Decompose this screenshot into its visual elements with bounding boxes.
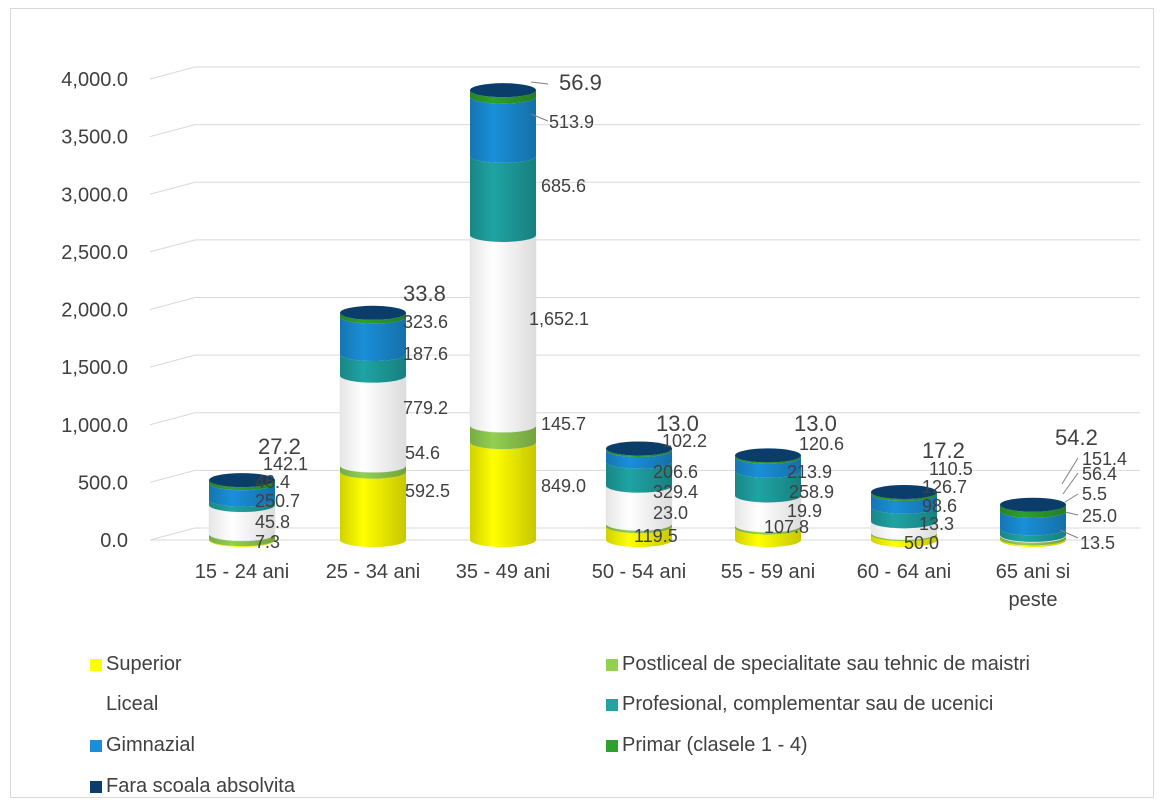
data-label: 685.6 <box>541 176 586 196</box>
data-label: 779.2 <box>403 398 448 418</box>
data-label: 23.0 <box>653 503 688 523</box>
data-label: 54.6 <box>405 443 440 463</box>
gridline-diagonal <box>150 240 195 252</box>
y-tick-label: 3,000.0 <box>61 184 128 206</box>
bar-top-cap <box>1000 498 1066 512</box>
data-label: 25.0 <box>1082 506 1117 526</box>
bar-segment <box>470 235 536 432</box>
data-label: 5.5 <box>1082 484 1107 504</box>
data-label: 56.9 <box>559 70 602 95</box>
leader-line <box>1065 494 1078 502</box>
data-label: 151.4 <box>1082 449 1127 469</box>
gridline-diagonal <box>150 355 195 367</box>
data-label: 849.0 <box>541 476 586 496</box>
data-label: 592.5 <box>405 481 450 501</box>
data-label: 19.9 <box>787 501 822 521</box>
gridline-diagonal <box>150 528 195 540</box>
data-label: 13.5 <box>1080 533 1115 553</box>
data-label: 206.6 <box>653 462 698 482</box>
leader-line <box>1065 512 1078 515</box>
x-tick-label: 60 - 64 ani <box>857 561 952 583</box>
y-tick-label: 1,000.0 <box>61 415 128 437</box>
data-label: 46.4 <box>255 472 290 492</box>
data-label: 45.8 <box>255 512 290 532</box>
x-tick-label: peste <box>1009 589 1058 611</box>
y-tick-label: 2,500.0 <box>61 242 128 264</box>
data-label: 126.7 <box>922 477 967 497</box>
data-label: 33.8 <box>403 281 446 306</box>
x-tick-label: 50 - 54 ani <box>592 561 687 583</box>
data-label: 323.6 <box>403 312 448 332</box>
bar-segment <box>340 376 406 473</box>
gridline-diagonal <box>150 470 195 482</box>
data-label: 329.4 <box>653 482 698 502</box>
data-label: 250.7 <box>255 491 300 511</box>
gridline-diagonal <box>150 182 195 194</box>
bar-top-cap <box>470 83 536 97</box>
y-tick-label: 1,500.0 <box>61 357 128 379</box>
leader-line <box>531 82 548 84</box>
y-tick-label: 3,500.0 <box>61 127 128 149</box>
data-label: 1,652.1 <box>529 309 589 329</box>
gridline-diagonal <box>150 298 195 310</box>
data-label: 17.2 <box>922 438 965 463</box>
y-tick-label: 2,000.0 <box>61 300 128 322</box>
leader-line <box>1062 458 1078 484</box>
data-label: 98.6 <box>922 496 957 516</box>
data-label: 258.9 <box>789 482 834 502</box>
data-label: 119.5 <box>634 526 678 546</box>
data-label: 187.6 <box>403 344 448 364</box>
gridline-diagonal <box>150 125 195 137</box>
gridline-diagonal <box>150 413 195 425</box>
data-label: 27.2 <box>258 434 301 459</box>
x-tick-label: 55 - 59 ani <box>721 561 816 583</box>
y-tick-label: 0.0 <box>100 530 128 552</box>
data-label: 13.0 <box>656 411 699 436</box>
bar-top-cap <box>340 306 406 320</box>
gridline-diagonal <box>150 67 195 79</box>
data-label: 13.0 <box>794 411 837 436</box>
x-tick-label: 15 - 24 ani <box>195 561 290 583</box>
data-label: 54.2 <box>1055 425 1098 450</box>
bar-segment <box>340 472 406 547</box>
data-label: 7.3 <box>255 532 280 552</box>
bar-segment <box>470 156 536 242</box>
data-label: 120.6 <box>799 434 844 454</box>
bar-segment <box>470 97 536 163</box>
leader-line <box>1063 473 1078 494</box>
data-label: 513.9 <box>549 112 594 132</box>
data-label: 145.7 <box>541 414 586 434</box>
data-label: 50.0 <box>904 533 939 553</box>
x-tick-label: 65 ani si <box>996 561 1071 583</box>
bar-segment <box>470 442 536 547</box>
y-tick-label: 4,000.0 <box>61 69 128 91</box>
x-tick-label: 25 - 34 ani <box>326 561 421 583</box>
bar-top-cap <box>735 448 801 462</box>
data-label: 213.9 <box>787 462 832 482</box>
data-label: 13.3 <box>919 514 954 534</box>
y-tick-label: 500.0 <box>78 472 128 494</box>
x-tick-label: 35 - 49 ani <box>456 561 551 583</box>
